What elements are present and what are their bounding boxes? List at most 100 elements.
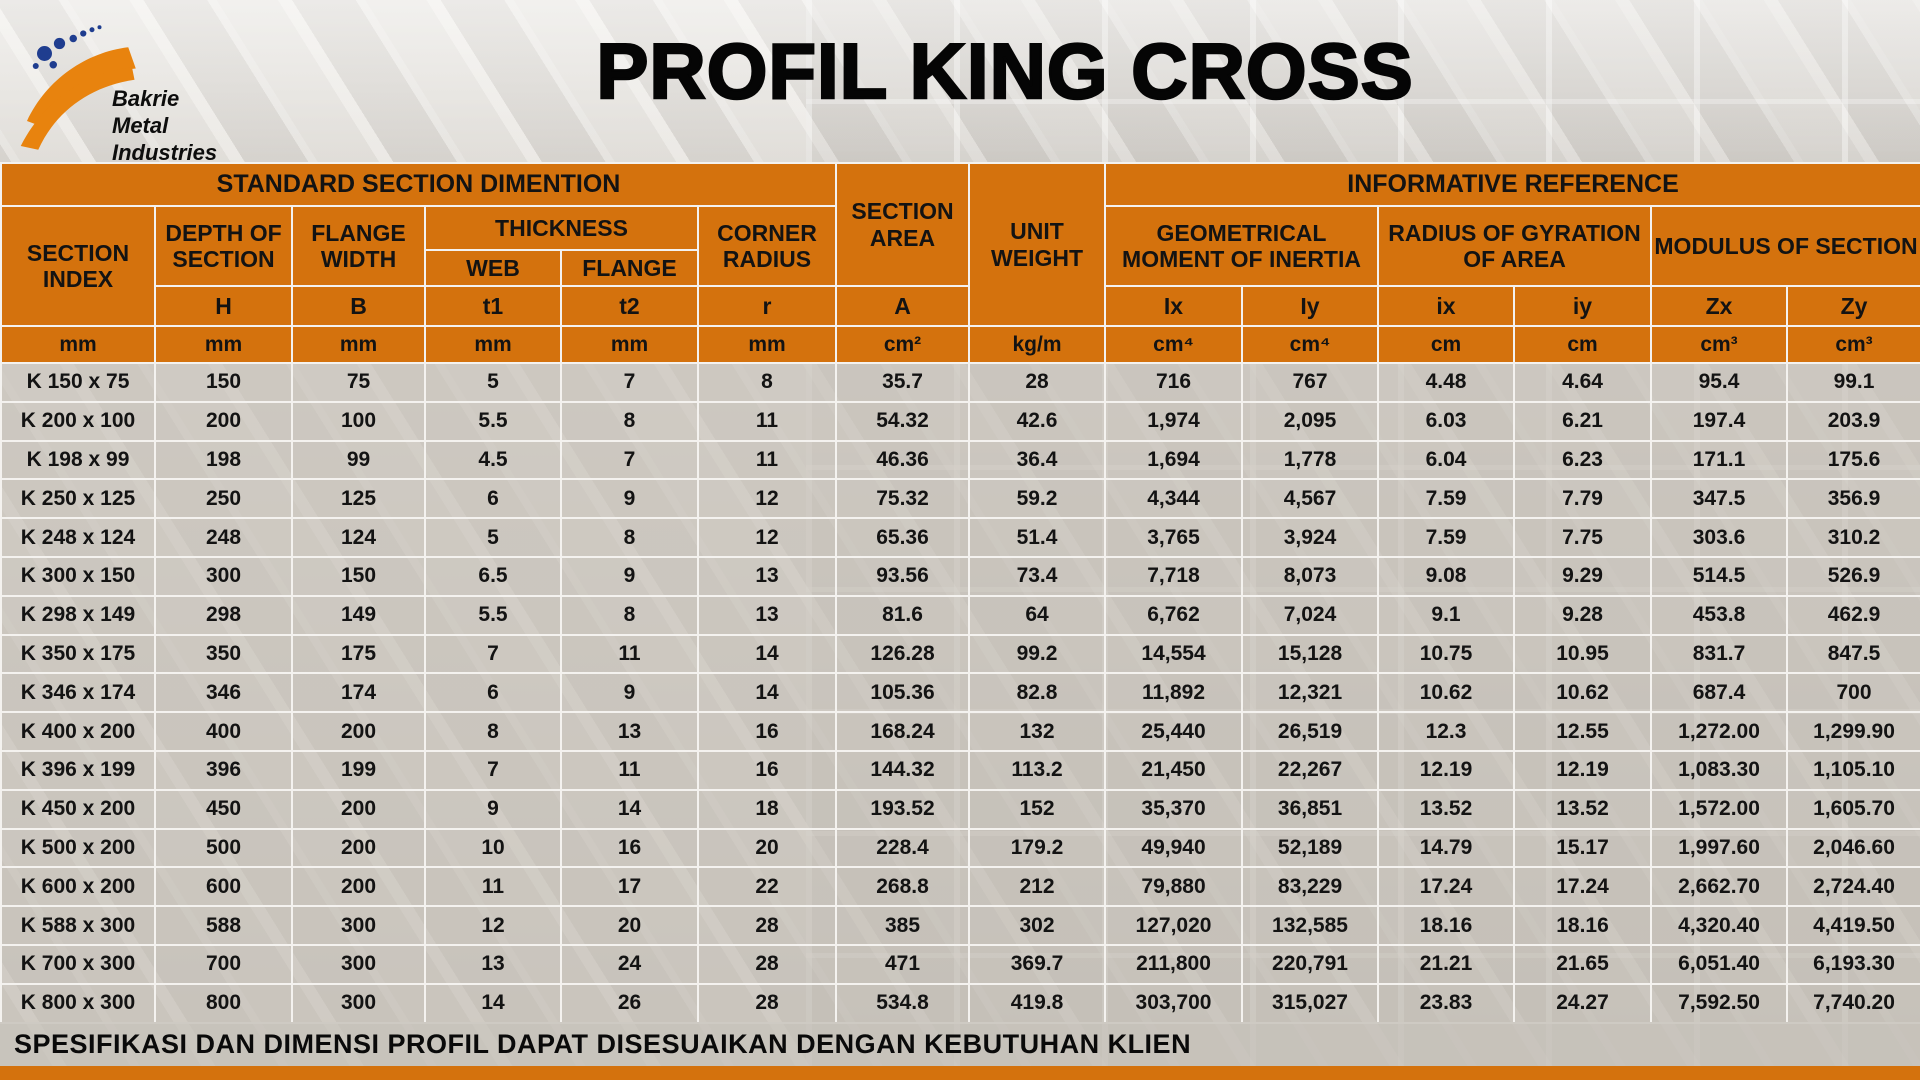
- value-cell: 14: [560, 788, 699, 830]
- section-index-cell: K 588 x 300: [0, 905, 156, 946]
- value-cell: 12.55: [1513, 711, 1653, 752]
- value-cell: 9.08: [1377, 555, 1516, 597]
- value-cell: 310.2: [1786, 517, 1920, 558]
- value-cell: 12,321: [1241, 672, 1380, 714]
- value-cell: 144.32: [835, 749, 971, 791]
- value-cell: 25,440: [1104, 711, 1244, 752]
- value-cell: 700: [1786, 672, 1920, 714]
- value-cell: 105.36: [835, 672, 971, 714]
- value-cell: 1,997.60: [1650, 827, 1789, 869]
- value-cell: 10.95: [1513, 633, 1653, 675]
- value-cell: 10.75: [1377, 633, 1516, 675]
- value-cell: 6: [424, 672, 562, 714]
- section-index-cell: K 300 x 150: [0, 555, 156, 597]
- value-cell: 5: [424, 362, 562, 403]
- table-row: K 300 x 150 300 150 6.5 9 13 93.56 73.4 7,718 8,0…: [0, 555, 1920, 597]
- value-cell: 10: [424, 827, 562, 869]
- value-cell: 847.5: [1786, 633, 1920, 675]
- value-cell: 150: [154, 362, 293, 403]
- value-cell: 22,267: [1241, 749, 1380, 791]
- section-index-cell: K 150 x 75: [0, 362, 156, 403]
- value-cell: 6.04: [1377, 439, 1516, 481]
- header-flange-width: FLANGE WIDTH: [291, 205, 426, 287]
- value-cell: 500: [154, 827, 293, 869]
- value-cell: 36,851: [1241, 788, 1380, 830]
- value-cell: 700: [154, 943, 293, 985]
- value-cell: 588: [154, 905, 293, 946]
- section-index-cell: K 200 x 100: [0, 400, 156, 442]
- value-cell: 6.21: [1513, 400, 1653, 442]
- value-cell: 7,024: [1241, 594, 1380, 636]
- value-cell: 300: [291, 905, 426, 946]
- value-cell: 6,762: [1104, 594, 1244, 636]
- value-cell: 12.19: [1377, 749, 1516, 791]
- header-flange: FLANGE: [560, 249, 699, 287]
- value-cell: 7.59: [1377, 517, 1516, 558]
- value-cell: 13.52: [1377, 788, 1516, 830]
- unit-cell: mm: [560, 325, 699, 364]
- value-cell: 200: [154, 400, 293, 442]
- value-cell: 14: [696, 633, 838, 675]
- logo-wordmark: Bakrie Metal Industries: [112, 86, 217, 166]
- value-cell: 248: [154, 517, 293, 558]
- value-cell: 2,724.40: [1786, 866, 1920, 908]
- section-index-cell: K 600 x 200: [0, 866, 156, 908]
- bottom-accent-bar: [0, 1066, 1920, 1080]
- value-cell: 75.32: [835, 478, 971, 520]
- value-cell: 175.6: [1786, 439, 1920, 481]
- table-row: K 150 x 75 150 75 5 7 8 35.7 28 716 767 4.48 4.64 95…: [0, 362, 1920, 403]
- value-cell: 347.5: [1650, 478, 1789, 520]
- value-cell: 4,344: [1104, 478, 1244, 520]
- value-cell: 100: [291, 400, 426, 442]
- value-cell: 64: [968, 594, 1107, 636]
- value-cell: 385: [835, 905, 971, 946]
- value-cell: 14: [424, 982, 562, 1024]
- symbol-Iy: Iy: [1241, 285, 1380, 327]
- value-cell: 36.4: [968, 439, 1107, 481]
- logo-word-line: Industries: [112, 139, 218, 165]
- value-cell: 7.79: [1513, 478, 1653, 520]
- value-cell: 24: [560, 943, 699, 985]
- value-cell: 250: [154, 478, 293, 520]
- value-cell: 6,051.40: [1650, 943, 1789, 985]
- section-index-cell: K 248 x 124: [0, 517, 156, 558]
- unit-cell: kg/m: [968, 325, 1107, 364]
- value-cell: 11: [424, 866, 562, 908]
- symbol-A: A: [835, 285, 971, 327]
- value-cell: 8: [424, 711, 562, 752]
- value-cell: 9.28: [1513, 594, 1653, 636]
- value-cell: 14: [696, 672, 838, 714]
- value-cell: 11: [560, 749, 699, 791]
- value-cell: 11: [696, 439, 838, 481]
- value-cell: 132: [968, 711, 1107, 752]
- value-cell: 300: [291, 982, 426, 1024]
- value-cell: 16: [696, 711, 838, 752]
- value-cell: 400: [154, 711, 293, 752]
- value-cell: 6,193.30: [1786, 943, 1920, 985]
- section-index-cell: K 350 x 175: [0, 633, 156, 675]
- logo-dots-icon: [32, 25, 102, 69]
- value-cell: 73.4: [968, 555, 1107, 597]
- value-cell: 356.9: [1786, 478, 1920, 520]
- symbol-r: r: [696, 285, 838, 327]
- logo-word-line: Bakrie: [112, 86, 180, 111]
- value-cell: 20: [696, 827, 838, 869]
- header-thickness: THICKNESS: [424, 205, 699, 251]
- value-cell: 26,519: [1241, 711, 1380, 752]
- value-cell: 7.59: [1377, 478, 1516, 520]
- value-cell: 9: [560, 478, 699, 520]
- value-cell: 8: [560, 400, 699, 442]
- value-cell: 4.64: [1513, 362, 1653, 403]
- value-cell: 831.7: [1650, 633, 1789, 675]
- value-cell: 12: [696, 517, 838, 558]
- value-cell: 6: [424, 478, 562, 520]
- value-cell: 79,880: [1104, 866, 1244, 908]
- value-cell: 462.9: [1786, 594, 1920, 636]
- value-cell: 1,974: [1104, 400, 1244, 442]
- value-cell: 350: [154, 633, 293, 675]
- value-cell: 303,700: [1104, 982, 1244, 1024]
- value-cell: 13: [696, 594, 838, 636]
- page-title: PROFIL KING CROSS: [595, 26, 1414, 117]
- value-cell: 17: [560, 866, 699, 908]
